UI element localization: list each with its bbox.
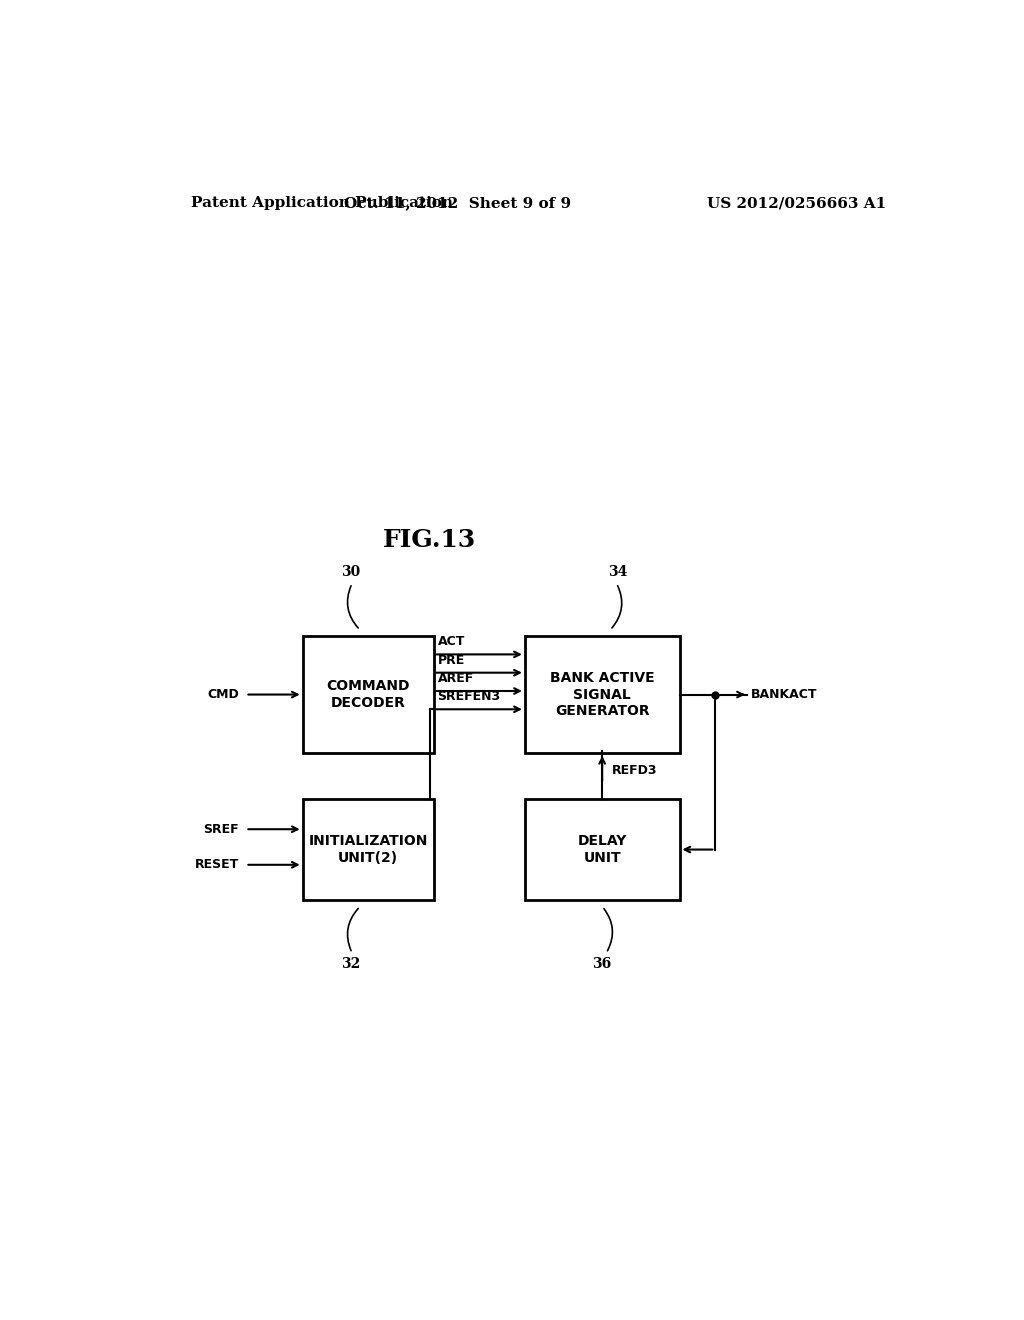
Text: AREF: AREF (437, 672, 474, 685)
Text: ACT: ACT (437, 635, 465, 648)
Text: REFD3: REFD3 (611, 764, 657, 777)
Bar (524, 799, 680, 900)
Text: CMD: CMD (207, 688, 240, 701)
Text: SREFEN3: SREFEN3 (437, 690, 501, 704)
Bar (303, 799, 433, 900)
Text: Oct. 11, 2012  Sheet 9 of 9: Oct. 11, 2012 Sheet 9 of 9 (344, 197, 571, 210)
Bar (303, 636, 433, 752)
Text: 36: 36 (593, 957, 611, 972)
Text: Patent Application Publication: Patent Application Publication (191, 197, 454, 210)
Text: DELAY
UNIT: DELAY UNIT (578, 834, 627, 865)
Text: SREF: SREF (204, 822, 240, 836)
Text: 32: 32 (341, 957, 360, 972)
Text: 30: 30 (341, 565, 360, 579)
Text: BANK ACTIVE
SIGNAL
GENERATOR: BANK ACTIVE SIGNAL GENERATOR (550, 672, 654, 718)
Text: BANKACT: BANKACT (751, 688, 817, 701)
Bar (524, 636, 680, 752)
Text: PRE: PRE (437, 653, 465, 667)
Text: RESET: RESET (195, 858, 240, 871)
Text: INITIALIZATION
UNIT(2): INITIALIZATION UNIT(2) (308, 834, 428, 865)
Text: 34: 34 (608, 565, 628, 579)
Text: COMMAND
DECODER: COMMAND DECODER (327, 680, 410, 710)
Text: US 2012/0256663 A1: US 2012/0256663 A1 (708, 197, 887, 210)
Text: FIG.13: FIG.13 (383, 528, 476, 552)
